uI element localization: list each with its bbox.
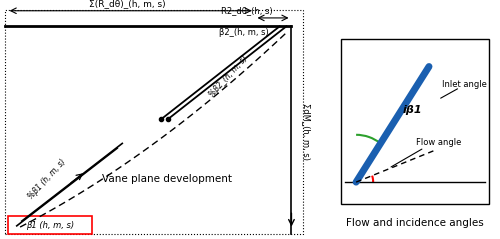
Text: ΣdM_(h, m, s): ΣdM_(h, m, s) — [302, 103, 311, 160]
Text: Flow and incidence angles: Flow and incidence angles — [346, 218, 484, 228]
Bar — [5, 10, 303, 234]
Text: R2_dθ_(h, s): R2_dθ_(h, s) — [221, 6, 272, 16]
Text: Flow angle: Flow angle — [416, 138, 461, 147]
Text: %β2_(h, m, s): %β2_(h, m, s) — [208, 54, 250, 99]
Text: %β1 (h, m, s): %β1 (h, m, s) — [27, 158, 68, 201]
Text: Σ(R_dθ)_(h, m, s): Σ(R_dθ)_(h, m, s) — [89, 0, 166, 8]
Text: iβ1: iβ1 — [402, 105, 422, 115]
Text: Inlet angle: Inlet angle — [442, 80, 487, 88]
Bar — [8, 216, 92, 234]
Text: Vane plane development: Vane plane development — [102, 174, 232, 184]
Text: β1 (h, m, s): β1 (h, m, s) — [26, 221, 74, 230]
Text: β2_(h, m, s): β2_(h, m, s) — [220, 28, 269, 37]
